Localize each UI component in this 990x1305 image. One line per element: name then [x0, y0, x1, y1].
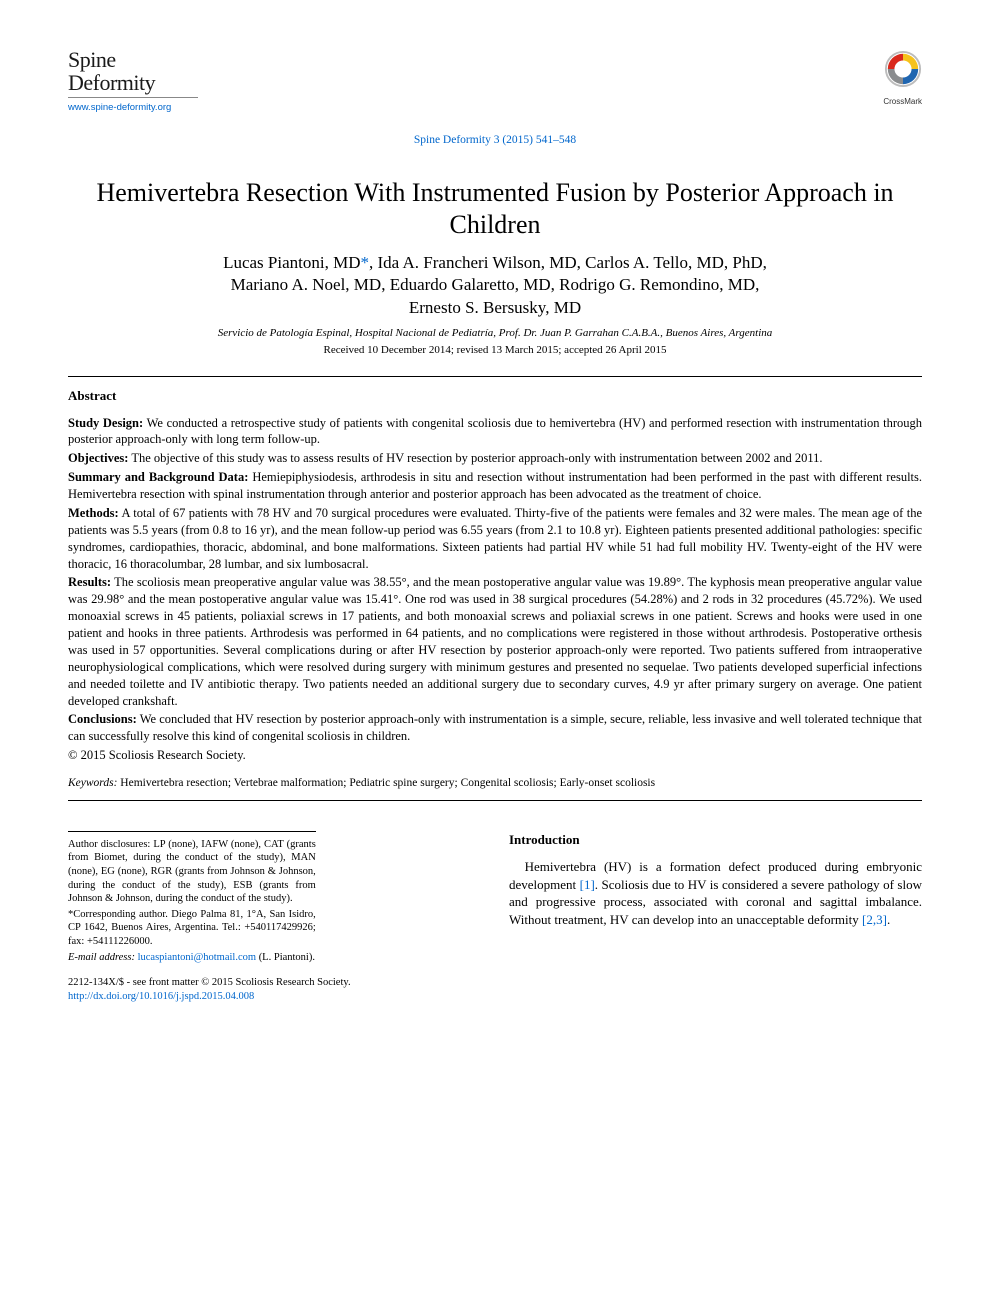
crossmark[interactable]: CrossMark [883, 50, 922, 108]
abstract-methods: Methods: A total of 67 patients with 78 … [68, 505, 922, 573]
abstract-objectives: Objectives: The objective of this study … [68, 450, 922, 467]
email-suffix: (L. Piantoni). [259, 952, 315, 963]
abstract-heading: Abstract [68, 387, 922, 405]
label-objectives: Objectives: [68, 451, 128, 465]
right-column: Introduction Hemivertebra (HV) is a form… [509, 831, 922, 967]
footnotes: Author disclosures: LP (none), IAFW (non… [68, 831, 316, 967]
rule-top [68, 376, 922, 377]
journal-name-line2: Deformity [68, 71, 198, 94]
article-title: Hemivertebra Resection With Instrumented… [68, 177, 922, 242]
copyright: © 2015 Scoliosis Research Society. [68, 747, 922, 764]
keywords-text: Hemivertebra resection; Vertebrae malfor… [120, 777, 655, 789]
header-row: Spine Deformity www.spine-deformity.org … [68, 48, 922, 115]
email-link[interactable]: lucaspiantoni@hotmail.com [138, 952, 256, 963]
footer-meta: 2212-134X/$ - see front matter © 2015 Sc… [68, 976, 922, 1003]
journal-logo: Spine Deformity www.spine-deformity.org [68, 48, 198, 115]
text-methods: A total of 67 patients with 78 HV and 70… [68, 506, 922, 571]
text-study-design: We conducted a retrospective study of pa… [68, 416, 922, 447]
keywords-label: Keywords: [68, 777, 117, 789]
intro-paragraph: Hemivertebra (HV) is a formation defect … [509, 858, 922, 928]
citation-line: Spine Deformity 3 (2015) 541–548 [68, 133, 922, 149]
label-methods: Methods: [68, 506, 119, 520]
doi-link[interactable]: http://dx.doi.org/10.1016/j.jspd.2015.04… [68, 991, 254, 1002]
corresponding-author: *Corresponding author. Diego Palma 81, 1… [68, 908, 316, 949]
introduction-body: Hemivertebra (HV) is a formation defect … [509, 858, 922, 928]
crossmark-icon [884, 50, 922, 88]
author-disclosures: Author disclosures: LP (none), IAFW (non… [68, 838, 316, 906]
text-objectives: The objective of this study was to asses… [131, 451, 822, 465]
ref-2-3[interactable]: [2,3] [862, 912, 887, 927]
journal-name-line1: Spine [68, 48, 198, 71]
two-column-region: Author disclosures: LP (none), IAFW (non… [68, 831, 922, 967]
keywords: Keywords: Hemivertebra resection; Verteb… [68, 776, 922, 792]
label-background: Summary and Background Data: [68, 470, 248, 484]
journal-url[interactable]: www.spine-deformity.org [68, 102, 198, 115]
ref-1[interactable]: [1] [580, 877, 595, 892]
crossmark-label: CrossMark [883, 97, 922, 108]
issn-line: 2212-134X/$ - see front matter © 2015 Sc… [68, 976, 922, 990]
article-dates: Received 10 December 2014; revised 13 Ma… [68, 343, 922, 358]
affiliation: Servicio de Patología Espinal, Hospital … [68, 326, 922, 341]
left-column: Author disclosures: LP (none), IAFW (non… [68, 831, 481, 967]
text-conclusions: We concluded that HV resection by poster… [68, 712, 922, 743]
abstract-results: Results: The scoliosis mean preoperative… [68, 574, 922, 709]
authors: Lucas Piantoni, MD*, Ida A. Francheri Wi… [68, 252, 922, 321]
abstract: Abstract Study Design: We conducted a re… [68, 387, 922, 764]
label-conclusions: Conclusions: [68, 712, 137, 726]
label-results: Results: [68, 575, 111, 589]
email-line: E-mail address: lucaspiantoni@hotmail.co… [68, 951, 316, 965]
corresponding-star: * [360, 253, 369, 272]
introduction-heading: Introduction [509, 831, 922, 849]
journal-divider [68, 97, 198, 98]
abstract-background: Summary and Background Data: Hemiepiphys… [68, 469, 922, 503]
abstract-conclusions: Conclusions: We concluded that HV resect… [68, 711, 922, 745]
label-study-design: Study Design: [68, 416, 143, 430]
text-results: The scoliosis mean preoperative angular … [68, 575, 922, 707]
rule-bottom [68, 800, 922, 801]
email-label: E-mail address: [68, 952, 135, 963]
abstract-study-design: Study Design: We conducted a retrospecti… [68, 415, 922, 449]
